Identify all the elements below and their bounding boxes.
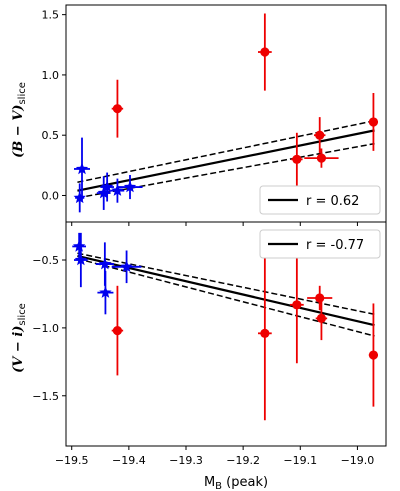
y-tick-label-bv: 1.5: [42, 9, 60, 22]
star-point-bv: [111, 184, 124, 196]
circle-point-bv: [315, 130, 325, 140]
panel-vi: (V − i)slice −0.5 −1.0 −1.5 −19.5 −19.4 −19.3…: [11, 221, 387, 491]
y-tick-label-vi: −1.0: [32, 322, 59, 335]
star-point-bv: [97, 186, 110, 199]
fit-band-lower-vi: [77, 257, 375, 337]
y-axis-label-vi: (V − i)slice: [11, 303, 28, 373]
star-point-bv: [75, 162, 89, 175]
star-point-bv: [123, 180, 137, 193]
star-point-vi: [72, 239, 86, 252]
plot-area-vi: −0.5 −1.0 −1.5 −19.5 −19.4 −19.3 −19.2 −19.1 −19…: [32, 232, 379, 467]
y-tick-label-bv: 0.5: [42, 129, 60, 142]
x-tick-label: −19.4: [112, 454, 146, 467]
plot-area-bv: 0.0 0.5 1.0 1.5: [42, 9, 379, 226]
legend-box-bv: [259, 185, 381, 215]
circle-point-bv: [368, 117, 379, 127]
star-point-bv: [100, 180, 114, 193]
circle-point-vi: [112, 326, 123, 336]
circle-point-bv: [316, 153, 327, 163]
legend-label-bv: r = 0.62: [306, 194, 359, 209]
circle-point-vi: [292, 300, 302, 310]
star-point-bv: [73, 191, 86, 204]
y-tick-label-bv: 1.0: [42, 69, 60, 82]
fit-band-lower-bv: [77, 142, 375, 199]
circle-point-bv: [260, 47, 270, 57]
legend-vi: r = -0.77: [259, 229, 381, 259]
legend-label-vi: r = -0.77: [306, 238, 364, 253]
fit-line-bv: [77, 129, 375, 192]
x-tick-label: −19.5: [55, 454, 89, 467]
x-tick-label: −19.0: [341, 454, 375, 467]
x-axis-label: MB (peak): [204, 475, 268, 491]
star-point-vi: [99, 286, 112, 298]
circle-point-vi: [316, 313, 327, 323]
y-tick-label-bv: 0.0: [42, 189, 60, 202]
x-tick-label: −19.3: [169, 454, 203, 467]
star-point-vi: [98, 257, 112, 270]
y-tick-label-vi: −0.5: [32, 254, 59, 267]
circle-point-bv: [292, 154, 302, 164]
axes-frame-vi: [65, 221, 387, 447]
circle-point-vi: [368, 350, 379, 360]
legend-box-vi: [259, 229, 381, 259]
star-point-vi: [74, 253, 88, 266]
circle-point-vi: [260, 328, 270, 338]
x-tick-label: −19.2: [226, 454, 260, 467]
circle-point-bv: [112, 104, 123, 114]
x-tick-label: −19.1: [283, 454, 317, 467]
star-point-vi: [120, 260, 133, 273]
y-axis-label-bv: (B − V)slice: [11, 82, 28, 158]
fit-band-upper-bv: [77, 119, 375, 183]
y-tick-label-vi: −1.5: [32, 390, 59, 403]
circle-point-vi: [315, 293, 325, 303]
legend-bv: r = 0.62: [259, 185, 381, 215]
panel-bv: (B − V)slice 0.0 0.5 1.0 1.5 r = 0.62: [11, 4, 387, 226]
